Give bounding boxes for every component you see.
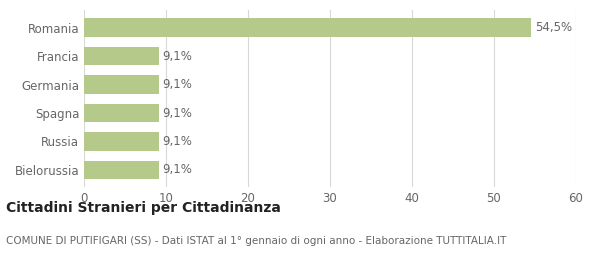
Text: 9,1%: 9,1%: [163, 50, 193, 63]
Bar: [84, 161, 158, 179]
Bar: [84, 132, 158, 151]
Text: Cittadini Stranieri per Cittadinanza: Cittadini Stranieri per Cittadinanza: [6, 201, 281, 215]
Text: 9,1%: 9,1%: [163, 78, 193, 91]
Bar: [84, 75, 158, 94]
Text: 54,5%: 54,5%: [535, 21, 572, 34]
Bar: [84, 18, 531, 37]
Text: 9,1%: 9,1%: [163, 107, 193, 120]
Bar: [84, 104, 158, 122]
Text: 9,1%: 9,1%: [163, 135, 193, 148]
Text: COMUNE DI PUTIFIGARI (SS) - Dati ISTAT al 1° gennaio di ogni anno - Elaborazione: COMUNE DI PUTIFIGARI (SS) - Dati ISTAT a…: [6, 236, 506, 246]
Text: 9,1%: 9,1%: [163, 164, 193, 177]
Bar: [84, 47, 158, 65]
